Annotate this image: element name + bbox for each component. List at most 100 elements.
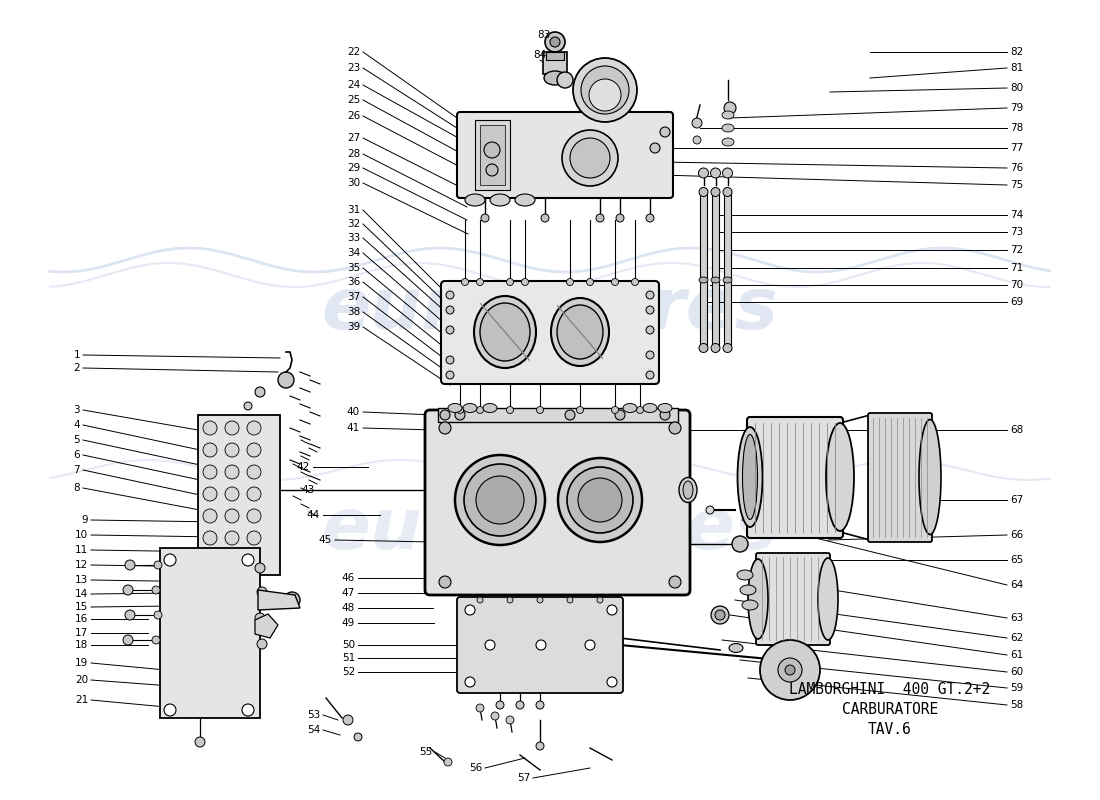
Circle shape [476, 278, 484, 286]
Circle shape [255, 387, 265, 397]
Text: 4: 4 [74, 420, 80, 430]
Ellipse shape [742, 600, 758, 610]
Polygon shape [255, 614, 278, 638]
Circle shape [154, 611, 162, 619]
Circle shape [723, 168, 733, 178]
Circle shape [484, 142, 500, 158]
Circle shape [485, 640, 495, 650]
Ellipse shape [644, 403, 657, 413]
Circle shape [476, 406, 484, 414]
Circle shape [578, 478, 621, 522]
Bar [712, 190, 719, 350]
Text: 37: 37 [346, 292, 360, 302]
Circle shape [455, 455, 544, 545]
Ellipse shape [722, 138, 734, 146]
Circle shape [343, 715, 353, 725]
Text: 64: 64 [1010, 580, 1023, 590]
Text: 41: 41 [346, 423, 360, 433]
Ellipse shape [490, 194, 510, 206]
Text: 10: 10 [75, 530, 88, 540]
Circle shape [439, 422, 451, 434]
Circle shape [616, 214, 624, 222]
Circle shape [242, 554, 254, 566]
Text: 30: 30 [346, 178, 360, 188]
Circle shape [521, 278, 528, 286]
Circle shape [723, 187, 732, 197]
Circle shape [226, 487, 239, 501]
Text: 67: 67 [1010, 495, 1023, 505]
Polygon shape [258, 590, 300, 610]
Ellipse shape [748, 559, 768, 639]
Circle shape [226, 421, 239, 435]
Ellipse shape [551, 298, 609, 366]
Ellipse shape [465, 194, 485, 206]
Circle shape [123, 585, 133, 595]
Circle shape [204, 531, 217, 545]
Text: 26: 26 [346, 111, 360, 121]
Bar [700, 190, 707, 350]
Text: 14: 14 [75, 589, 88, 599]
Ellipse shape [658, 403, 672, 413]
Circle shape [476, 704, 484, 712]
Circle shape [711, 187, 720, 197]
Circle shape [597, 597, 603, 603]
Text: 77: 77 [1010, 143, 1023, 153]
Text: 35: 35 [346, 263, 360, 273]
Circle shape [711, 606, 729, 624]
Circle shape [446, 326, 454, 334]
Circle shape [615, 410, 625, 420]
Text: 75: 75 [1010, 180, 1023, 190]
Circle shape [257, 625, 267, 635]
Circle shape [446, 306, 454, 314]
Circle shape [486, 164, 498, 176]
Text: 57: 57 [517, 773, 530, 783]
Circle shape [477, 597, 483, 603]
Circle shape [715, 610, 725, 620]
Ellipse shape [683, 481, 693, 499]
Text: 61: 61 [1010, 650, 1023, 660]
Text: 59: 59 [1010, 683, 1023, 693]
Circle shape [566, 597, 573, 603]
Circle shape [537, 406, 543, 414]
Circle shape [711, 343, 720, 353]
Text: 45: 45 [319, 535, 332, 545]
Text: 2: 2 [74, 363, 80, 373]
Ellipse shape [515, 194, 535, 206]
Circle shape [565, 410, 575, 420]
FancyBboxPatch shape [456, 112, 673, 198]
Text: 21: 21 [75, 695, 88, 705]
Circle shape [125, 610, 135, 620]
Circle shape [255, 563, 265, 573]
Text: 27: 27 [346, 133, 360, 143]
Circle shape [581, 66, 629, 114]
Circle shape [536, 701, 544, 709]
Circle shape [646, 326, 654, 334]
Circle shape [692, 118, 702, 128]
Circle shape [506, 406, 514, 414]
Text: 5: 5 [74, 435, 80, 445]
Bar [160, 548, 260, 718]
Ellipse shape [737, 570, 754, 580]
Circle shape [698, 168, 708, 178]
Text: 12: 12 [75, 560, 88, 570]
Circle shape [464, 464, 536, 536]
Circle shape [778, 658, 802, 682]
Text: 53: 53 [307, 710, 320, 720]
Text: 55: 55 [419, 747, 432, 757]
Circle shape [646, 291, 654, 299]
Text: 34: 34 [346, 248, 360, 258]
Circle shape [607, 605, 617, 615]
Circle shape [164, 704, 176, 716]
Ellipse shape [623, 403, 637, 413]
Circle shape [506, 716, 514, 724]
Bar [198, 415, 280, 575]
Circle shape [698, 187, 708, 197]
Text: 84: 84 [534, 50, 547, 60]
Text: 83: 83 [538, 30, 551, 40]
Text: 80: 80 [1010, 83, 1023, 93]
Text: 3: 3 [74, 405, 80, 415]
Circle shape [612, 406, 618, 414]
Text: 25: 25 [346, 95, 360, 105]
Ellipse shape [826, 423, 854, 531]
Text: 52: 52 [342, 667, 355, 677]
